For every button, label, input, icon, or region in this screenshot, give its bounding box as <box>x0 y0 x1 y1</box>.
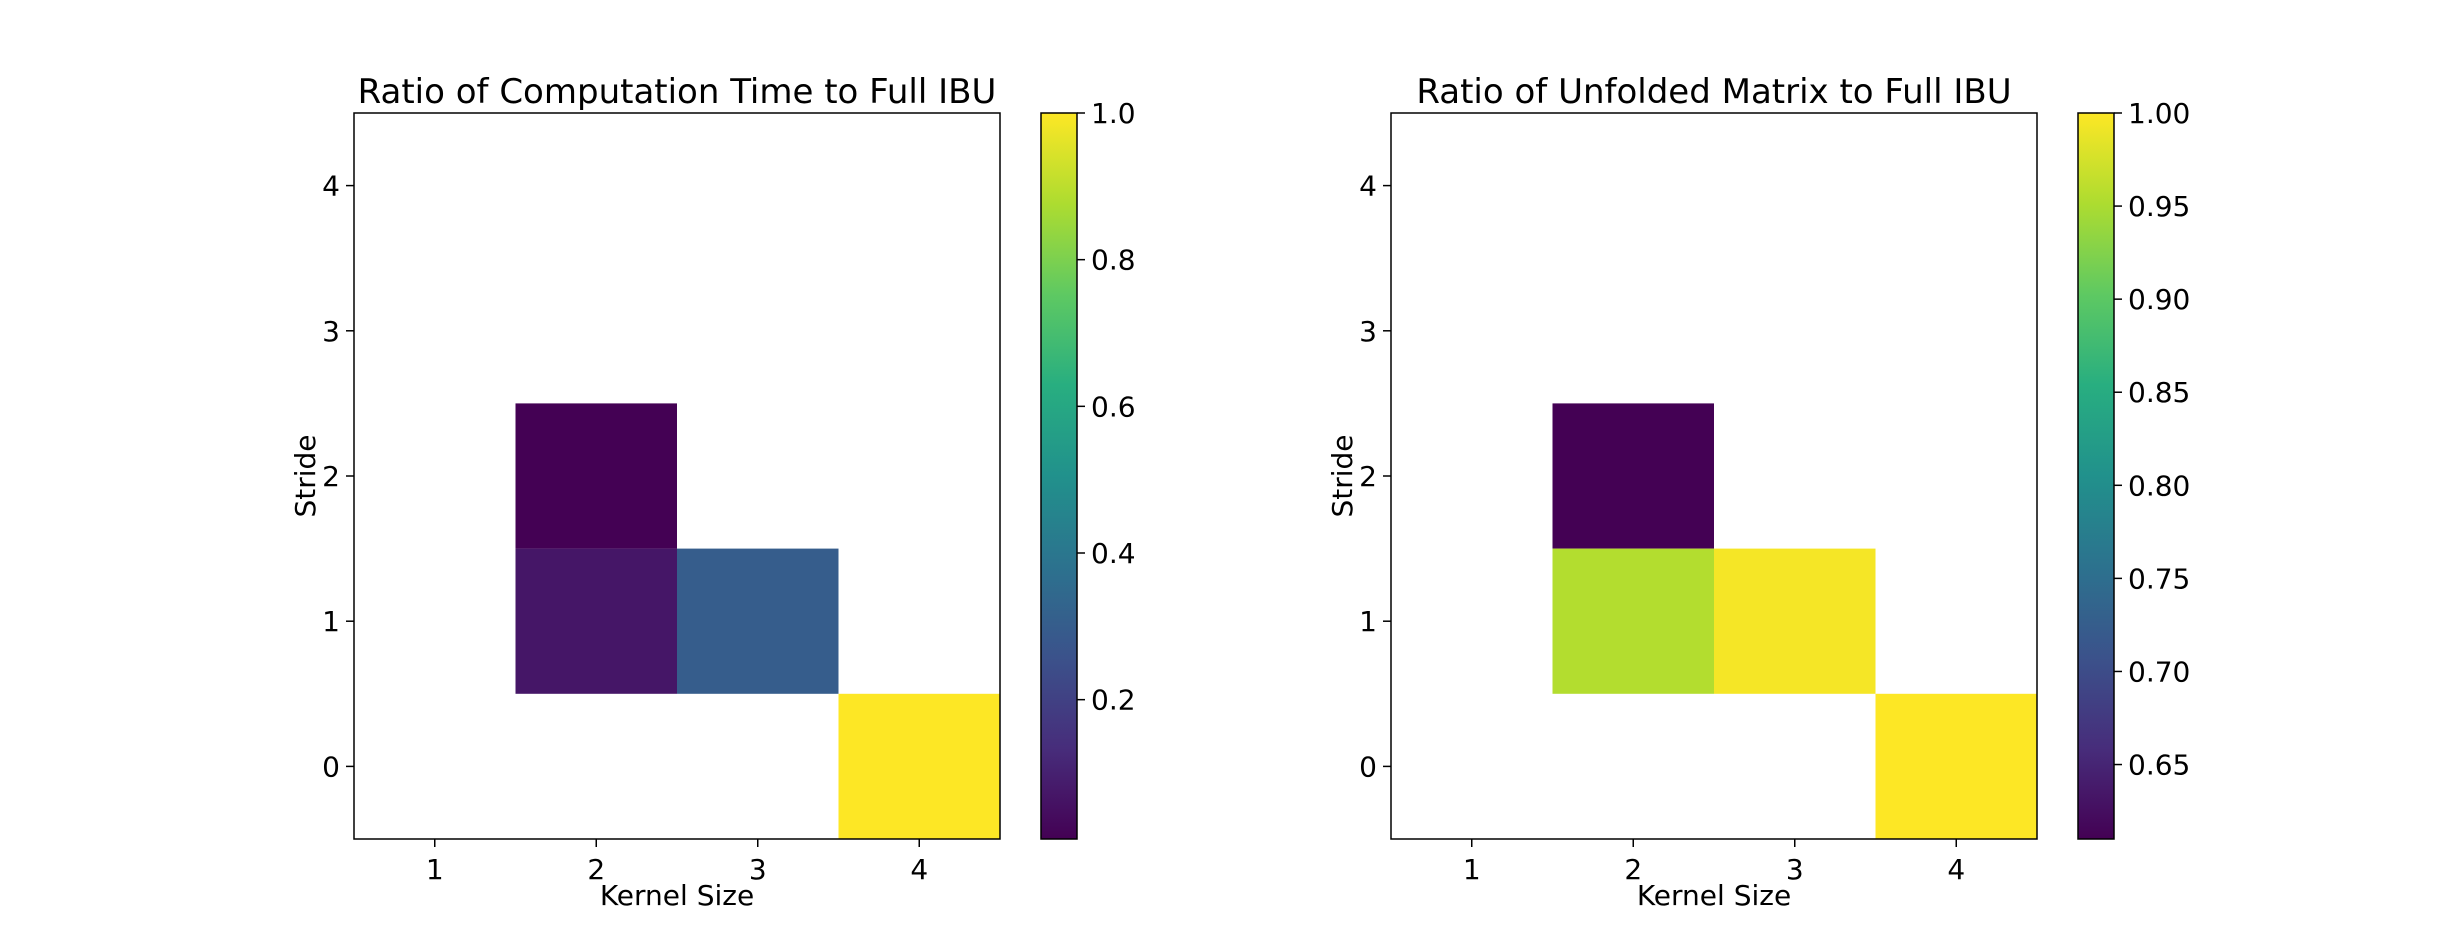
x-axis-label: Kernel Size <box>600 879 754 912</box>
y-axis: 0 1 2 3 4 <box>1359 170 1391 783</box>
y-tick-label: 2 <box>322 460 340 493</box>
y-tick-label: 3 <box>1359 315 1377 348</box>
y-tick-label: 2 <box>1359 460 1377 493</box>
colorbar-tick-label: 0.4 <box>1091 537 1136 570</box>
colorbar-tick-label: 0.90 <box>2128 283 2190 316</box>
x-tick-label: 4 <box>910 853 928 886</box>
heatmap-cells <box>1552 403 2037 839</box>
colorbar: 0.65 0.70 0.75 0.80 0.85 0.90 0.95 1.00 <box>2077 97 2190 840</box>
colorbar-tick-label: 0.6 <box>1091 390 1136 423</box>
x-tick-label: 4 <box>1947 853 1965 886</box>
chart-title: Ratio of Unfolded Matrix to Full IBU <box>1416 72 2011 112</box>
heatmap-cell-k2-s2 <box>515 403 677 549</box>
colorbar-tick-label: 0.70 <box>2128 655 2190 688</box>
y-axis-label: Stride <box>1326 434 1359 517</box>
y-tick-label: 4 <box>322 170 340 203</box>
chart-panel-computation-time: Ratio of Computation Time to Full IBU 1 2… <box>289 72 1136 912</box>
y-tick-label: 0 <box>322 750 340 783</box>
colorbar-tick-label: 0.75 <box>2128 562 2190 595</box>
colorbar-gradient <box>1040 112 1078 840</box>
colorbar-tick-label: 1.00 <box>2128 97 2190 130</box>
y-tick-label: 1 <box>322 605 340 638</box>
colorbar-tick-label: 0.65 <box>2128 749 2190 782</box>
x-axis-label: Kernel Size <box>1637 879 1791 912</box>
colorbar-tick-label: 0.2 <box>1091 684 1136 717</box>
colorbar-tick-label: 0.95 <box>2128 190 2190 223</box>
heatmap-cell-k3-s1 <box>1714 548 1876 694</box>
heatmap-cell-k4-s0 <box>1875 693 2037 839</box>
heatmap-cell-k3-s1 <box>677 548 839 694</box>
heatmap-cell-k2-s1 <box>1552 548 1714 694</box>
y-tick-label: 4 <box>1359 170 1377 203</box>
heatmap-cell-k2-s2 <box>1552 403 1714 549</box>
x-tick-label: 3 <box>1786 853 1804 886</box>
colorbar-ticks: 0.65 0.70 0.75 0.80 0.85 0.90 0.95 1.00 <box>2114 97 2190 782</box>
y-tick-label: 0 <box>1359 750 1377 783</box>
x-axis: 1 2 3 4 <box>426 839 928 886</box>
heatmap-cell-k4-s0 <box>838 693 1000 839</box>
x-tick-label: 3 <box>749 853 767 886</box>
colorbar-tick-label: 0.80 <box>2128 469 2190 502</box>
chart-panel-unfolded-matrix: Ratio of Unfolded Matrix to Full IBU 1 2 3… <box>1326 72 2190 912</box>
colorbar-tick-label: 0.85 <box>2128 376 2190 409</box>
x-tick-label: 1 <box>426 853 444 886</box>
colorbar-gradient <box>2077 112 2115 840</box>
x-tick-label: 2 <box>1624 853 1642 886</box>
y-tick-label: 1 <box>1359 605 1377 638</box>
colorbar-ticks: 0.2 0.4 0.6 0.8 1.0 <box>1077 97 1136 717</box>
x-axis: 1 2 3 4 <box>1463 839 1965 886</box>
colorbar-tick-label: 1.0 <box>1091 97 1136 130</box>
chart-title: Ratio of Computation Time to Full IBU <box>358 72 997 112</box>
colorbar-tick-label: 0.8 <box>1091 244 1136 277</box>
heatmap-cells <box>515 403 1000 839</box>
y-tick-label: 3 <box>322 315 340 348</box>
y-axis: 0 1 2 3 4 <box>322 170 354 783</box>
y-axis-label: Stride <box>289 434 322 517</box>
x-tick-label: 1 <box>1463 853 1481 886</box>
heatmap-cell-k2-s1 <box>515 548 677 694</box>
colorbar: 0.2 0.4 0.6 0.8 1.0 <box>1040 97 1136 840</box>
x-tick-label: 2 <box>587 853 605 886</box>
